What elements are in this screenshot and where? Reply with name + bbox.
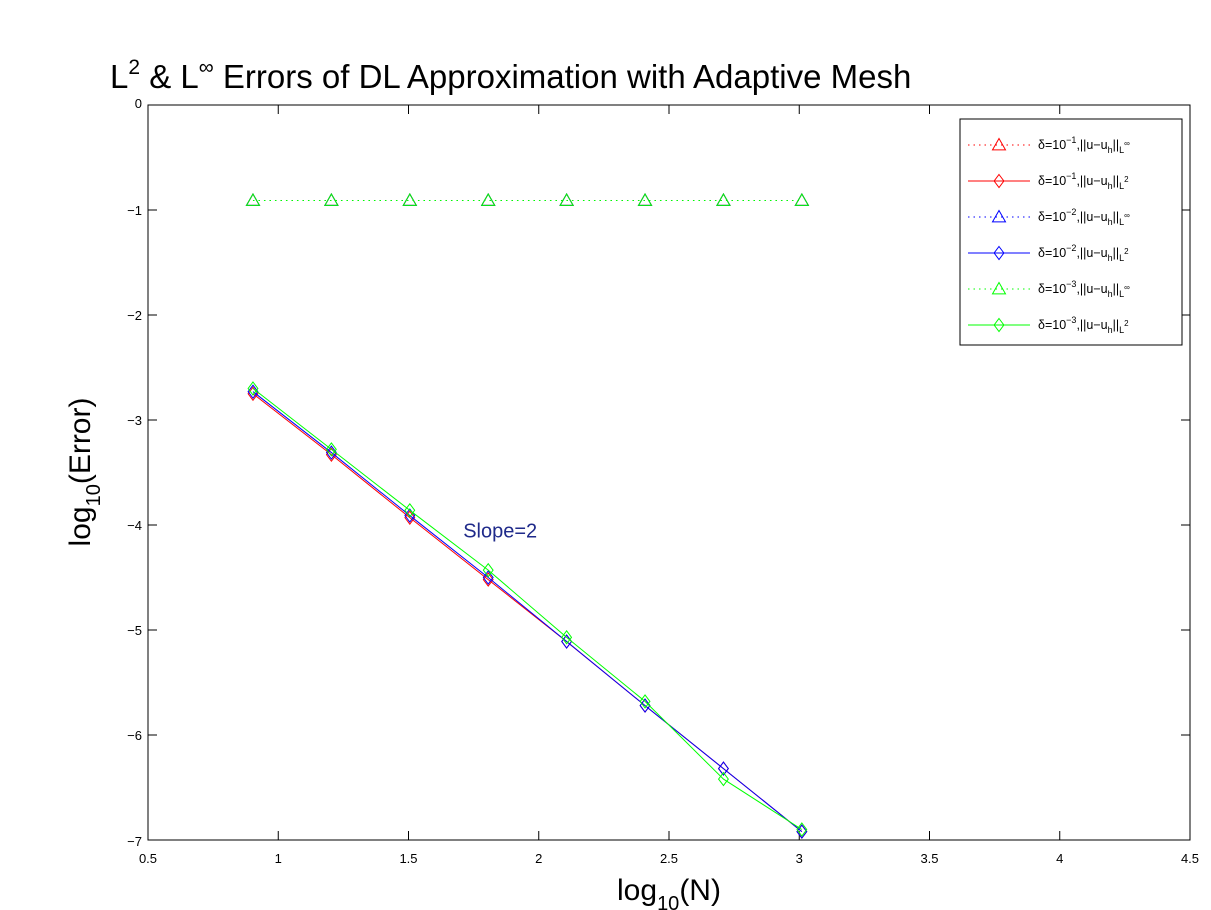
data-point xyxy=(482,572,494,587)
series-layer xyxy=(245,193,810,839)
x-tick-label: 1.5 xyxy=(399,851,417,866)
legend-marker xyxy=(991,281,1007,295)
labels: L2 & L∞ Errors of DL Approximation with … xyxy=(64,56,911,910)
data-point xyxy=(402,193,418,206)
data-point xyxy=(247,384,259,399)
legend-entry: δ=10−2,||u−uh||L∞ xyxy=(1038,207,1130,227)
chart-title: L2 & L∞ Errors of DL Approximation with … xyxy=(110,56,911,95)
data-point xyxy=(324,193,339,206)
data-point xyxy=(325,442,337,457)
data-point xyxy=(404,502,416,518)
x-tick-label: 4.5 xyxy=(1181,851,1199,866)
data-point xyxy=(637,193,653,206)
x-tick-label: 3 xyxy=(796,851,803,866)
x-tick-label: 2 xyxy=(535,851,542,866)
y-tick-label: −1 xyxy=(127,203,142,218)
data-point xyxy=(716,193,731,206)
data-point xyxy=(325,445,337,460)
legend-marker xyxy=(991,209,1007,223)
series-4 xyxy=(245,193,810,206)
data-point xyxy=(796,824,808,839)
data-point xyxy=(559,193,574,206)
x-tick-label: 1 xyxy=(275,851,282,866)
legend-entry: δ=10−2,||u−uh||L2 xyxy=(1038,243,1129,263)
x-tick-label: 3.5 xyxy=(920,851,938,866)
x-tick-label: 0.5 xyxy=(139,851,157,866)
data-point xyxy=(794,193,810,206)
legend-entry: δ=10−1,||u−uh||L∞ xyxy=(1038,135,1130,155)
legend-entry: δ=10−3,||u−uh||L∞ xyxy=(1038,279,1130,299)
x-tick-label: 2.5 xyxy=(660,851,678,866)
data-point xyxy=(247,381,259,396)
data-point xyxy=(245,193,261,206)
data-point xyxy=(480,193,496,206)
x-axis-label: log10(N) xyxy=(617,874,721,910)
y-tick-label: −6 xyxy=(127,728,142,743)
legend-box xyxy=(959,118,1183,346)
data-point xyxy=(404,510,416,525)
legend-marker xyxy=(993,173,1005,189)
slope-annotation: Slope=2 xyxy=(463,520,537,542)
data-point xyxy=(482,562,494,578)
y-tick-label: −4 xyxy=(127,518,142,533)
legend-marker xyxy=(993,317,1005,333)
legend-entry: δ=10−3,||u−uh||L2 xyxy=(1038,315,1129,335)
axes: 0.5 1 1.5 2 2.5 3 3.5 4 4.5 0 −1 −2 −3 −4 −5 −6 −7 xyxy=(127,96,1199,866)
data-point xyxy=(639,694,651,709)
series-line xyxy=(252,391,803,832)
y-tick-label: −2 xyxy=(127,308,142,323)
y-tick-label: −5 xyxy=(127,623,142,638)
annotation-layer: Slope=2 xyxy=(463,520,537,542)
y-tick-label: 0 xyxy=(135,96,142,111)
legend: δ=10−1,||u−uh||L∞ δ=10−1,||u−uh||L2 δ=10−2… xyxy=(959,118,1183,346)
legend-marker xyxy=(991,137,1007,151)
data-point xyxy=(561,630,573,645)
y-tick-label: −3 xyxy=(127,413,142,428)
data-point xyxy=(796,822,808,837)
data-point xyxy=(717,771,729,787)
x-tick-label: 4 xyxy=(1056,851,1063,866)
legend-marker xyxy=(993,245,1005,261)
data-point xyxy=(482,570,494,585)
y-axis-label: log10(Error) xyxy=(64,398,105,547)
series-5 xyxy=(247,381,808,837)
series-line xyxy=(252,388,803,830)
legend-entry: δ=10−1,||u−uh||L2 xyxy=(1038,171,1129,191)
data-point xyxy=(717,761,729,776)
y-tick-label: −7 xyxy=(127,834,142,849)
